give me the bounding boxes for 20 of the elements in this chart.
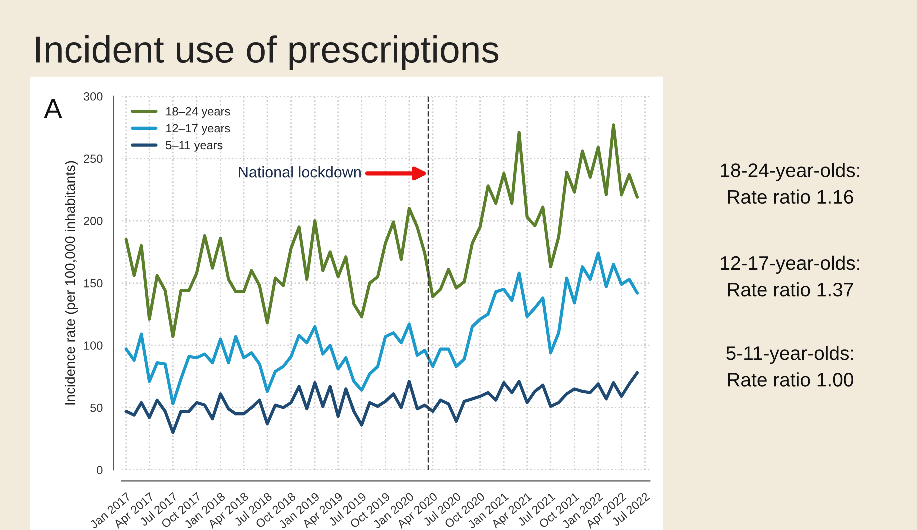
- y-tick-label: 250: [84, 154, 103, 164]
- legend-label: 5–11 years: [166, 141, 223, 152]
- line-series: [124, 371, 640, 434]
- y-axis-title: Incidence rate (per 100,000 inhabitants): [65, 161, 78, 405]
- legend-label: 18–24 years: [166, 107, 230, 118]
- y-tick-label: 100: [84, 342, 103, 350]
- line-series: [124, 124, 640, 338]
- chart-title: Incident use of prescriptions: [36, 36, 499, 70]
- y-tick-label: 300: [84, 92, 103, 101]
- line-series: [124, 252, 640, 406]
- legend-label: 12–17 years: [166, 124, 230, 135]
- y-tick-label: 0: [97, 466, 103, 475]
- annotation: National lockdown: [239, 166, 361, 178]
- text: 12-17-year-olds: Rate ratio 1.37: [721, 256, 860, 297]
- y-tick-label: 50: [90, 404, 103, 412]
- y-tick-label: 200: [84, 217, 103, 226]
- text: 5-11-year-olds: Rate ratio 1.00: [726, 346, 854, 387]
- y-tick-label: 150: [84, 279, 103, 288]
- text: 18-24-year-olds: Rate ratio 1.16: [721, 163, 860, 204]
- text: A: [44, 99, 62, 118]
